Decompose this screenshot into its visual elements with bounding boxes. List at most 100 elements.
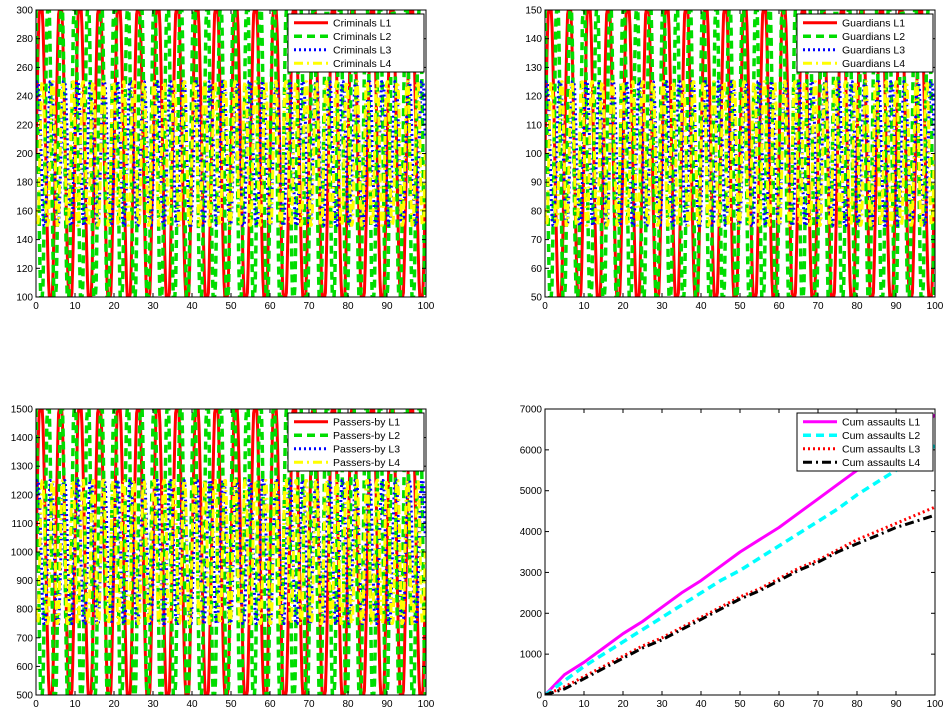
y-tick-label: 240 — [16, 92, 33, 103]
y-tick-label: 1000 — [520, 650, 543, 661]
y-tick-label: 280 — [16, 34, 33, 45]
y-tick-label: 260 — [16, 63, 33, 74]
x-tick-label: 0 — [542, 301, 548, 312]
y-tick-label: 160 — [16, 206, 33, 217]
y-tick-label: 90 — [531, 178, 543, 189]
x-tick-label: 100 — [927, 699, 943, 710]
x-tick-label: 10 — [69, 699, 81, 710]
y-tick-label: 600 — [16, 662, 33, 673]
series-line-4 — [36, 80, 426, 227]
x-tick-label: 60 — [264, 699, 276, 710]
x-tick-label: 40 — [695, 301, 707, 312]
x-tick-label: 70 — [812, 699, 824, 710]
x-tick-label: 20 — [108, 301, 120, 312]
x-tick-label: 10 — [578, 699, 590, 710]
legend-label: Criminals L1 — [333, 17, 392, 29]
x-tick-label: 40 — [186, 301, 198, 312]
y-tick-label: 4000 — [520, 527, 543, 538]
x-tick-label: 100 — [418, 301, 435, 312]
legend-label: Guardians L3 — [842, 44, 905, 56]
x-tick-label: 50 — [225, 301, 237, 312]
y-tick-label: 700 — [16, 633, 33, 644]
x-tick-label: 0 — [33, 301, 39, 312]
x-tick-label: 50 — [734, 699, 746, 710]
chart-panel-1: 0 10 20 30 40 50 60 70 80 90 100 100 120 140 160 180 200… — [16, 6, 434, 313]
y-tick-label: 180 — [16, 178, 33, 189]
y-tick-label: 200 — [16, 149, 33, 160]
legend-label: Guardians L2 — [842, 31, 905, 43]
y-tick-label: 1000 — [11, 548, 34, 559]
x-tick-label: 60 — [773, 301, 785, 312]
x-tick-label: 40 — [695, 699, 707, 710]
legend-label: Cum assaults L3 — [842, 443, 920, 455]
x-tick-label: 90 — [890, 301, 902, 312]
y-tick-label: 130 — [525, 63, 542, 74]
legend-label: Cum assaults L2 — [842, 430, 920, 442]
x-tick-label: 90 — [381, 301, 393, 312]
chart-panel-3: 0 10 20 30 40 50 60 70 80 90 100 500 600 700 800 900 100… — [11, 405, 435, 711]
x-tick-label: 100 — [927, 301, 943, 312]
x-tick-label: 80 — [851, 699, 863, 710]
x-tick-label: 0 — [33, 699, 39, 710]
legend-label: Passers-by L2 — [333, 430, 400, 442]
y-tick-label: 2000 — [520, 609, 543, 620]
x-tick-label: 80 — [342, 699, 354, 710]
series-line-2 — [36, 409, 426, 695]
y-tick-label: 1300 — [11, 462, 34, 473]
chart-panel-2: 0 10 20 30 40 50 60 70 80 90 100 50 60 70 80 90 100 110 12… — [525, 6, 943, 313]
legend-label: Guardians L1 — [842, 17, 905, 29]
y-tick-label: 140 — [525, 34, 542, 45]
x-tick-label: 20 — [108, 699, 120, 710]
y-tick-label: 0 — [536, 691, 542, 702]
x-tick-label: 90 — [381, 699, 393, 710]
y-tick-label: 110 — [526, 120, 542, 131]
series-line-4 — [36, 479, 426, 625]
x-tick-label: 30 — [147, 301, 159, 312]
y-tick-label: 1500 — [11, 405, 34, 416]
y-tick-label: 150 — [525, 6, 542, 17]
legend-label: Criminals L2 — [333, 31, 392, 43]
legend-label: Passers-by L3 — [333, 443, 400, 455]
x-tick-label: 30 — [656, 301, 668, 312]
y-tick-label: 1100 — [11, 519, 33, 530]
x-tick-label: 80 — [851, 301, 863, 312]
y-tick-label: 100 — [16, 293, 33, 304]
x-tick-label: 10 — [578, 301, 590, 312]
y-tick-label: 3000 — [520, 568, 543, 579]
y-tick-label: 6000 — [520, 445, 543, 456]
chart-panel-4: 0 10 20 30 40 50 60 70 80 90 100010002000300040005… — [520, 405, 943, 711]
legend-label: Criminals L3 — [333, 44, 392, 56]
x-tick-label: 50 — [734, 301, 746, 312]
x-tick-label: 100 — [418, 699, 435, 710]
x-tick-label: 80 — [342, 301, 354, 312]
x-tick-label: 70 — [303, 301, 315, 312]
x-tick-label: 20 — [617, 699, 629, 710]
legend-label: Cum assaults L4 — [842, 457, 920, 469]
y-tick-label: 120 — [16, 264, 33, 275]
y-tick-label: 1200 — [11, 490, 34, 501]
y-tick-label: 70 — [531, 235, 543, 246]
y-tick-label: 50 — [531, 293, 543, 304]
x-tick-label: 30 — [656, 699, 668, 710]
legend-label: Passers-by L4 — [333, 457, 400, 469]
series-line-3 — [36, 479, 426, 625]
y-tick-label: 220 — [16, 120, 33, 131]
y-tick-label: 140 — [16, 235, 33, 246]
y-tick-label: 900 — [16, 576, 33, 587]
series-line-2 — [545, 444, 935, 695]
y-tick-label: 800 — [16, 605, 33, 616]
x-tick-label: 70 — [303, 699, 315, 710]
legend-label: Cum assaults L1 — [842, 416, 920, 428]
y-tick-label: 60 — [531, 264, 543, 275]
x-tick-label: 40 — [186, 699, 198, 710]
x-tick-label: 10 — [69, 301, 81, 312]
legend-label: Guardians L4 — [842, 58, 905, 70]
legend-label: Criminals L4 — [333, 58, 392, 70]
series-line-4 — [545, 80, 935, 227]
y-tick-label: 120 — [525, 92, 542, 103]
